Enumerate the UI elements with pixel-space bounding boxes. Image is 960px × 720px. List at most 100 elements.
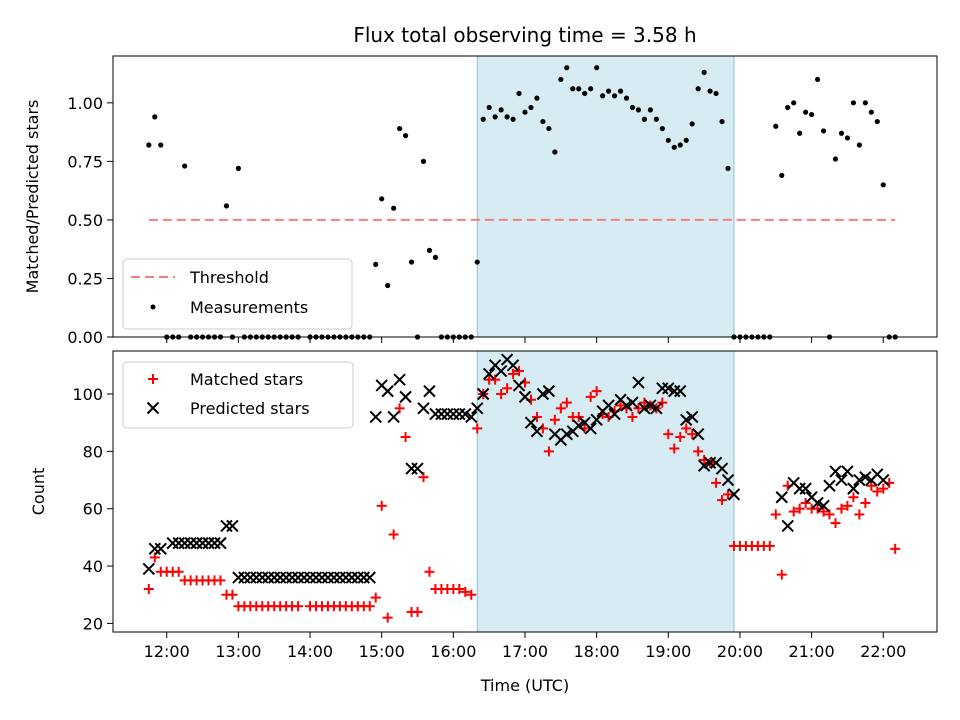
predicted-point: [626, 396, 639, 409]
y-tick-label: 0.75: [67, 152, 103, 171]
measurement-point: [546, 125, 552, 132]
matched-point: [412, 606, 423, 617]
matched-point: [848, 492, 859, 503]
predicted-point: [196, 536, 209, 550]
measurement-point: [850, 100, 857, 106]
matched-point: [454, 583, 465, 594]
predicted-point: [411, 462, 424, 475]
measurement-point: [653, 116, 659, 122]
matched-point: [770, 509, 781, 520]
predicted-point: [817, 499, 830, 513]
bottom-panel: 20 40 60 80 100 12:00 13:00 14:00 15:00 16:00 17:…: [29, 350, 938, 695]
observing-window-top: [476, 55, 735, 338]
predicted-point: [417, 402, 430, 415]
y-tick-label: 80: [83, 442, 103, 461]
bottom-legend-box: [122, 361, 354, 429]
matched-point: [502, 383, 513, 394]
predicted-point: [429, 407, 442, 421]
predicted-point: [494, 364, 508, 378]
measurement-point: [576, 86, 582, 92]
x-tick-label: 16:00: [430, 642, 476, 661]
legend-matched-marker: [148, 374, 158, 384]
y-tick-label: 1.00: [67, 94, 103, 113]
measurement-point: [570, 86, 576, 92]
measurement-point: [534, 95, 540, 101]
matched-point: [723, 489, 734, 500]
matched-point: [293, 601, 304, 612]
predicted-point: [321, 571, 335, 584]
matched-point: [633, 403, 644, 414]
matched-point: [370, 592, 381, 603]
matched-point: [466, 589, 477, 600]
matched-point: [788, 506, 799, 517]
measurement-point: [492, 114, 498, 120]
measurement-point: [880, 182, 886, 188]
predicted-point: [357, 571, 370, 584]
matched-point: [561, 397, 572, 408]
measurement-point: [432, 254, 439, 260]
matched-point: [364, 601, 375, 612]
measurement-point: [659, 125, 665, 132]
measurement-point: [594, 65, 600, 71]
matched-point: [836, 503, 847, 514]
matched-point: [490, 374, 501, 385]
measurement-point: [385, 282, 391, 289]
measurement-point: [564, 65, 570, 71]
measurement-point: [820, 128, 827, 134]
y-tick-label: 20: [83, 614, 103, 633]
predicted-point: [482, 367, 496, 381]
predicted-point: [608, 407, 621, 421]
predicted-point: [793, 482, 806, 495]
measurement-point: [856, 142, 862, 148]
matched-point: [693, 446, 704, 457]
measurement-point: [677, 142, 683, 148]
predicted-point: [339, 571, 353, 584]
y-tick-label: 40: [83, 557, 103, 576]
measurement-point: [647, 107, 653, 113]
predicted-point: [465, 410, 478, 424]
predicted-point: [226, 519, 239, 533]
predicted-point: [727, 488, 741, 501]
top-legend: Threshold Measurements: [122, 258, 353, 330]
predicted-point: [208, 536, 221, 550]
matched-point: [514, 366, 525, 377]
predicted-point: [250, 571, 263, 584]
predicted-point: [256, 571, 269, 584]
predicted-point: [697, 459, 711, 472]
predicted-point: [262, 571, 275, 584]
predicted-point: [811, 496, 824, 510]
matched-point: [149, 552, 160, 563]
predicted-point: [405, 462, 418, 475]
x-tick-label: 15:00: [359, 642, 405, 661]
matched-point: [842, 500, 853, 511]
predicted-point: [471, 402, 484, 415]
predicted-point: [644, 399, 657, 412]
predicted-point: [859, 470, 872, 484]
x-tick-label: 12:00: [144, 642, 190, 661]
matched-point: [394, 403, 405, 414]
matched-point: [508, 368, 519, 379]
measurement-point: [605, 88, 612, 94]
measurement-point: [235, 165, 241, 171]
measurement-point: [838, 130, 845, 136]
measurement-point: [617, 88, 624, 94]
predicted-point: [602, 399, 615, 412]
predicted-point: [244, 571, 257, 584]
legend-predicted-label: Predicted stars: [190, 399, 310, 418]
predicted-point: [662, 382, 675, 395]
chart-title: Flux total observing time = 3.58 h: [353, 23, 696, 47]
predicted-point: [327, 571, 341, 584]
measurement-point: [582, 90, 588, 97]
measurement-point: [426, 247, 433, 253]
predicted-point: [214, 536, 227, 550]
measurement-point: [779, 172, 785, 179]
predicted-point: [435, 407, 448, 421]
predicted-point: [620, 399, 633, 412]
x-axis-label: Time (UTC): [480, 676, 569, 695]
measurement-point: [695, 86, 701, 92]
matched-point: [860, 497, 871, 508]
predicted-point: [154, 542, 167, 556]
measurement-point: [146, 142, 152, 148]
predicted-point: [333, 571, 347, 584]
